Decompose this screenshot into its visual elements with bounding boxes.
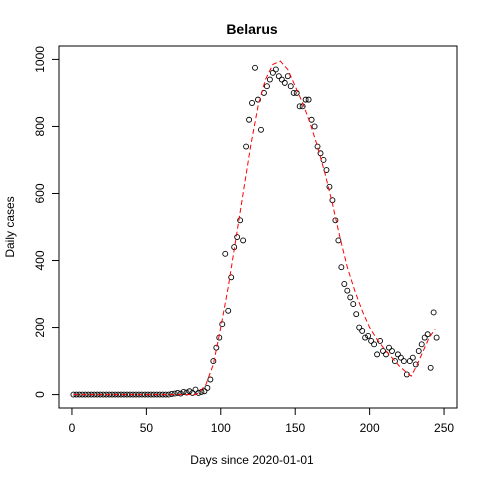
data-point <box>350 301 357 308</box>
data-point <box>433 334 440 341</box>
fit-line <box>73 60 436 396</box>
data-point <box>386 344 392 351</box>
y-tick-label: 1000 <box>33 46 47 73</box>
data-point <box>192 386 199 393</box>
data-point <box>201 388 208 395</box>
data-point <box>263 83 270 90</box>
data-point <box>397 354 404 361</box>
data-point <box>287 83 294 90</box>
x-tick-label: 0 <box>69 421 76 435</box>
data-point <box>296 103 303 110</box>
data-point <box>258 126 264 133</box>
data-point <box>266 76 273 83</box>
x-tick-label: 250 <box>434 421 454 435</box>
data-point <box>371 341 378 348</box>
y-tick-label: 200 <box>33 317 47 337</box>
data-point <box>228 274 235 281</box>
data-point <box>374 351 381 358</box>
y-axis-label: Daily cases <box>3 196 17 257</box>
data-point <box>415 348 422 354</box>
data-point <box>344 287 351 294</box>
data-point <box>365 332 372 339</box>
data-point <box>204 384 211 391</box>
data-point <box>237 217 244 224</box>
data-point <box>171 390 178 397</box>
data-point <box>180 388 187 395</box>
data-point <box>186 388 193 395</box>
data-point <box>302 96 309 103</box>
data-point <box>406 358 413 365</box>
data-point <box>272 66 279 73</box>
data-point <box>368 338 375 344</box>
data-point <box>311 123 318 130</box>
x-tick-label: 150 <box>285 421 305 435</box>
data-point <box>189 389 196 396</box>
data-point <box>356 324 363 331</box>
data-point <box>168 390 175 397</box>
data-point <box>359 327 366 334</box>
data-point <box>326 183 333 190</box>
data-point <box>281 79 288 86</box>
data-point <box>427 364 434 371</box>
data-point <box>380 348 386 354</box>
data-point <box>338 264 345 271</box>
data-point <box>246 116 253 123</box>
plot-box <box>58 45 458 409</box>
data-point <box>290 89 297 96</box>
data-point <box>210 358 217 365</box>
data-point <box>400 358 407 365</box>
x-tick-label: 200 <box>360 421 380 435</box>
data-point <box>174 389 181 396</box>
chart-title: Belarus <box>226 21 278 37</box>
y-tick-label: 400 <box>33 250 47 270</box>
data-point <box>409 354 416 361</box>
data-point <box>275 73 282 80</box>
x-tick-label: 50 <box>140 421 154 435</box>
data-point <box>240 237 247 244</box>
data-point <box>430 309 437 316</box>
data-point <box>389 348 395 354</box>
data-point <box>195 389 202 396</box>
data-point <box>225 307 232 314</box>
data-point <box>278 76 285 83</box>
y-tick-label: 800 <box>33 116 47 136</box>
y-tick-label: 600 <box>33 183 47 203</box>
data-point <box>412 361 419 368</box>
data-point <box>353 311 360 318</box>
data-point <box>305 96 312 103</box>
data-point <box>362 334 369 341</box>
data-point <box>347 294 354 301</box>
data-point <box>243 143 250 150</box>
data-point <box>394 351 401 358</box>
data-point <box>222 250 229 257</box>
data-point <box>177 390 184 397</box>
data-point <box>207 376 214 383</box>
data-point <box>252 64 258 71</box>
data-point <box>341 281 348 287</box>
data-point <box>421 334 428 341</box>
data-point <box>391 358 398 365</box>
data-point <box>255 96 261 103</box>
data-point <box>335 237 342 244</box>
data-point <box>424 331 431 338</box>
y-tick-label: 0 <box>33 391 47 398</box>
data-point <box>418 341 425 348</box>
data-point <box>377 338 383 344</box>
data-point <box>269 69 276 76</box>
x-tick-label: 100 <box>211 421 231 435</box>
data-point <box>323 167 330 173</box>
data-point <box>234 234 241 241</box>
x-axis-label: Days since 2020-01-01 <box>190 453 314 467</box>
data-point <box>249 100 255 106</box>
data-point <box>314 143 321 150</box>
